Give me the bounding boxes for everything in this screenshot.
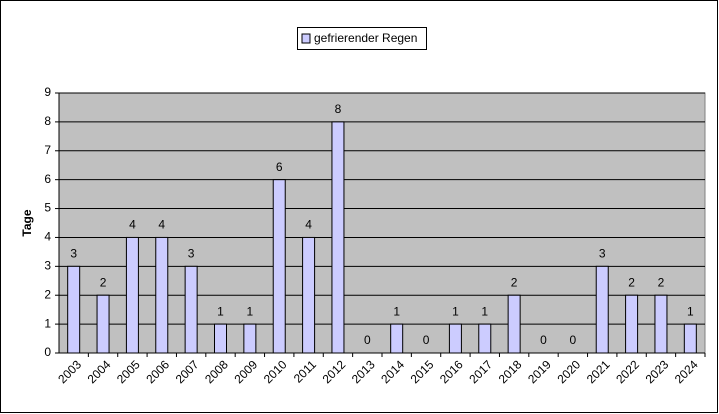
value-label: 1 <box>687 304 694 318</box>
value-label: 4 <box>305 218 312 232</box>
value-label: 0 <box>423 333 430 347</box>
value-label: 1 <box>217 304 224 318</box>
value-label: 0 <box>364 333 371 347</box>
value-label: 1 <box>481 304 488 318</box>
bar <box>96 294 110 354</box>
value-label: 2 <box>100 275 107 289</box>
value-label: 4 <box>158 218 165 232</box>
y-tick-label: 1 <box>44 316 51 330</box>
value-label: 3 <box>188 247 195 261</box>
bar <box>67 265 81 354</box>
value-label: 1 <box>247 304 254 318</box>
bar <box>595 265 609 354</box>
bar <box>272 179 286 354</box>
value-label: 2 <box>658 275 665 289</box>
bar <box>390 323 404 354</box>
bar <box>331 121 345 354</box>
bar <box>625 294 639 354</box>
bar <box>155 236 169 354</box>
legend <box>297 27 427 50</box>
value-label: 6 <box>276 160 283 174</box>
y-tick-label: 5 <box>44 201 51 215</box>
value-label: 1 <box>393 304 400 318</box>
bar <box>125 236 139 354</box>
bar <box>302 236 316 354</box>
value-label: 3 <box>599 247 606 261</box>
y-tick-label: 8 <box>44 114 51 128</box>
value-label: 2 <box>628 275 635 289</box>
legend-swatch <box>301 33 311 44</box>
y-tick-label: 2 <box>44 287 51 301</box>
bar <box>448 323 462 354</box>
bar <box>243 323 257 354</box>
value-label: 0 <box>540 333 547 347</box>
y-tick-label: 4 <box>44 230 51 244</box>
bar <box>683 323 697 354</box>
legend-label: gefrierender Regen <box>314 31 417 45</box>
y-tick-label: 6 <box>44 172 51 186</box>
bar <box>184 265 198 354</box>
bar <box>478 323 492 354</box>
y-tick-label: 3 <box>44 259 51 273</box>
bar <box>654 294 668 354</box>
value-label: 3 <box>70 247 77 261</box>
y-axis-label: Tage <box>20 209 34 236</box>
bar <box>214 323 227 354</box>
value-label: 2 <box>511 275 518 289</box>
y-tick-label: 7 <box>44 143 51 157</box>
value-label: 0 <box>570 333 577 347</box>
y-tick-label: 0 <box>44 345 51 359</box>
value-label: 4 <box>129 218 136 232</box>
bar <box>507 294 521 354</box>
y-tick-label: 9 <box>44 85 51 99</box>
value-label: 8 <box>335 102 342 116</box>
value-label: 1 <box>452 304 459 318</box>
